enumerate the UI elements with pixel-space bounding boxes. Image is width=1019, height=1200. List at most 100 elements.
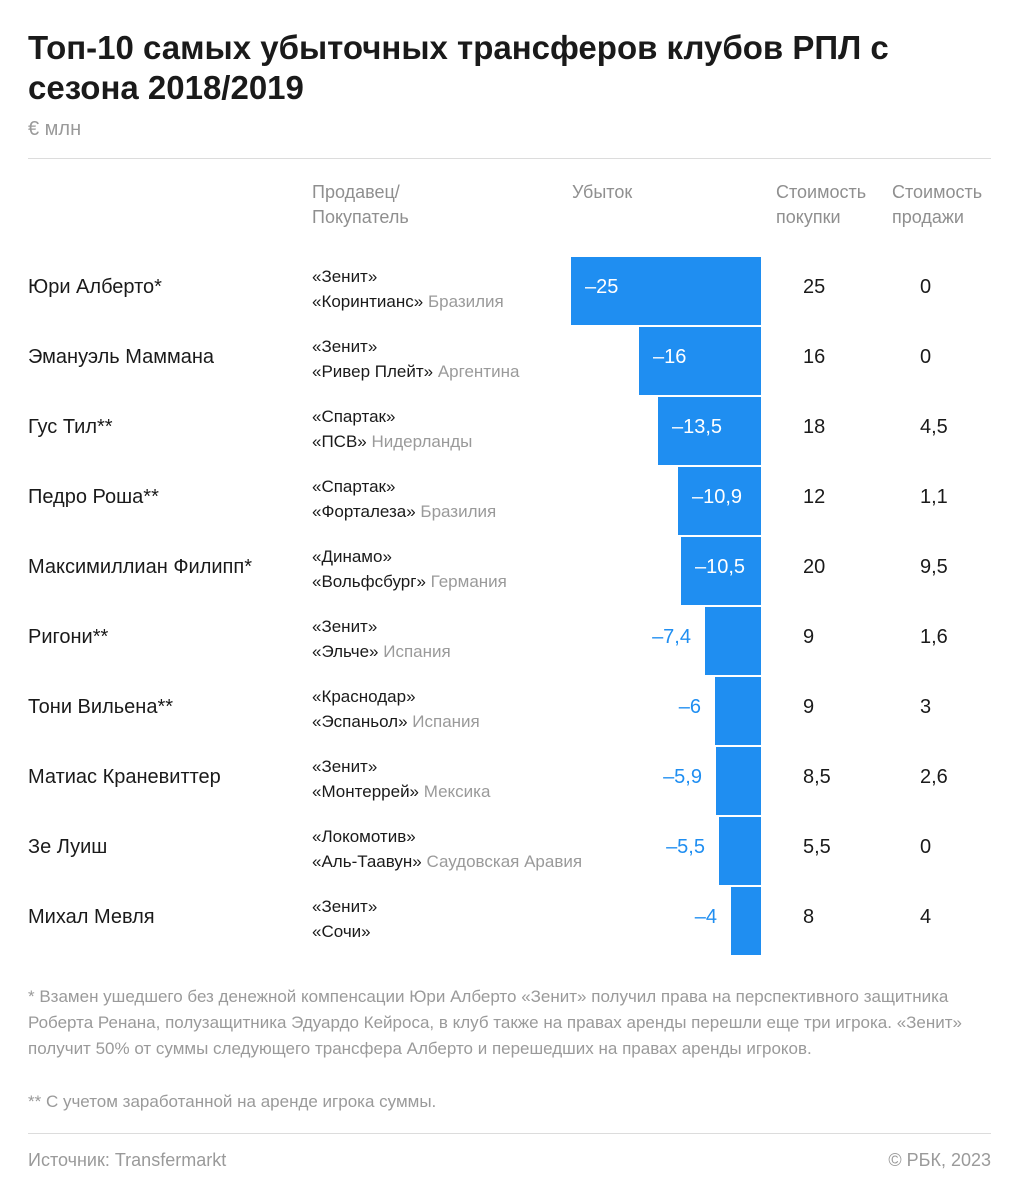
buyer-club: «Коринтианс» — [312, 292, 424, 311]
seller-club: «Зенит» — [312, 897, 378, 916]
table-row: Зе Луиш «Локомотив» «Аль-Таавун» Саудовска… — [0, 816, 1019, 886]
clubs-cell: «Локомотив» «Аль-Таавун» Саудовская Арави… — [312, 824, 582, 874]
header-buy-price: Стоимость покупки — [776, 180, 866, 230]
buyer-club: «Форталеза» — [312, 502, 416, 521]
table-row: Педро Роша** «Спартак» «Форталеза» Бразили… — [0, 466, 1019, 536]
loss-value-label: –10,5 — [695, 556, 746, 578]
table-row: Гус Тил** «Спартак» «ПСВ» Нидерланды –13,5 1… — [0, 396, 1019, 466]
sell-price: 4,5 — [920, 416, 948, 438]
table-row: Михал Мевля «Зенит» «Сочи» –4 8 4 — [0, 886, 1019, 956]
sell-price: 9,5 — [920, 556, 948, 578]
sell-price: 1,6 — [920, 626, 948, 648]
sell-price: 0 — [920, 276, 932, 298]
buy-price: 20 — [803, 556, 826, 578]
seller-club: «Зенит» — [312, 337, 378, 356]
seller-club: «Локомотив» — [312, 827, 416, 846]
loss-value-label: –10,9 — [692, 486, 743, 508]
buyer-club: «Эльче» — [312, 642, 379, 661]
loss-bar — [681, 537, 761, 605]
loss-bar — [678, 467, 761, 535]
header-sell-line1: Стоимость — [892, 182, 983, 202]
table-row: Максимиллиан Филипп* «Динамо» «Вольфсбург»… — [0, 536, 1019, 606]
player-name: Гус Тил** — [28, 416, 113, 438]
seller-club: «Зенит» — [312, 617, 378, 636]
buyer-country: Саудовская Аравия — [426, 852, 583, 871]
buy-price: 25 — [803, 276, 826, 298]
player-name: Педро Роша** — [28, 486, 159, 508]
buy-price: 9 — [803, 696, 815, 718]
player-name: Зе Луиш — [28, 836, 108, 858]
table-row: Ригони** «Зенит» «Эльче» Испания –7,4 9 1,6 — [0, 606, 1019, 676]
loss-bar — [716, 747, 761, 815]
unit-label: € млн — [28, 118, 82, 140]
header-sell-price: Стоимость продажи — [892, 180, 982, 230]
loss-bar — [715, 677, 761, 745]
player-name: Эмануэль Маммана — [28, 346, 215, 368]
header-seller-buyer-line1: Продавец/ — [312, 182, 400, 202]
player-name: Юри Алберто* — [28, 276, 162, 298]
buy-price: 9 — [803, 626, 815, 648]
buyer-country: Испания — [412, 712, 480, 731]
buy-price: 16 — [803, 346, 826, 368]
clubs-cell: «Зенит» «Сочи» — [312, 894, 377, 944]
loss-bar — [731, 887, 761, 955]
clubs-cell: «Краснодар» «Эспаньол» Испания — [312, 684, 480, 734]
loss-value-label: –25 — [585, 276, 619, 298]
seller-club: «Спартак» — [312, 477, 396, 496]
clubs-cell: «Зенит» «Ривер Плейт» Аргентина — [312, 334, 519, 384]
sell-price: 2,6 — [920, 766, 948, 788]
table-row: Эмануэль Маммана «Зенит» «Ривер Плейт» Арг… — [0, 326, 1019, 396]
top-divider — [28, 158, 991, 159]
clubs-cell: «Динамо» «Вольфсбург» Германия — [312, 544, 507, 594]
copyright-text: © РБК, 2023 — [888, 1150, 991, 1170]
seller-club: «Краснодар» — [312, 687, 416, 706]
player-name: Матиас Краневиттер — [28, 766, 221, 788]
footnote-double-star: ** С учетом заработанной на аренде игрок… — [28, 1092, 437, 1111]
player-name: Тони Вильена** — [28, 696, 174, 718]
clubs-cell: «Зенит» «Монтеррей» Мексика — [312, 754, 490, 804]
table-row: Матиас Краневиттер «Зенит» «Монтеррей» Мек… — [0, 746, 1019, 816]
buyer-club: «ПСВ» — [312, 432, 367, 451]
source-text: Источник: Transfermarkt — [28, 1150, 227, 1170]
buyer-club: «Ривер Плейт» — [312, 362, 434, 381]
seller-club: «Зенит» — [312, 267, 378, 286]
loss-value-label: –5,5 — [666, 836, 705, 858]
player-name: Михал Мевля — [28, 906, 155, 928]
buyer-country: Германия — [430, 572, 507, 591]
bottom-divider — [28, 1133, 991, 1134]
loss-bar — [571, 257, 761, 325]
clubs-cell: «Зенит» «Коринтианс» Бразилия — [312, 264, 504, 314]
header-buy-line2: покупки — [776, 207, 841, 227]
buyer-country: Нидерланды — [371, 432, 473, 451]
buyer-country: Испания — [383, 642, 451, 661]
sell-price: 0 — [920, 836, 932, 858]
loss-value-label: –5,9 — [663, 766, 702, 788]
sell-price: 3 — [920, 696, 932, 718]
seller-club: «Зенит» — [312, 757, 378, 776]
seller-club: «Динамо» — [312, 547, 392, 566]
loss-value-label: –16 — [653, 346, 687, 368]
header-seller-buyer: Продавец/ Покупатель — [312, 180, 409, 230]
clubs-cell: «Спартак» «Форталеза» Бразилия — [312, 474, 496, 524]
table-row: Тони Вильена** «Краснодар» «Эспаньол» Испа… — [0, 676, 1019, 746]
sell-price: 4 — [920, 906, 932, 928]
buy-price: 5,5 — [803, 836, 831, 858]
buyer-country: Аргентина — [437, 362, 520, 381]
buyer-club: «Сочи» — [312, 922, 371, 941]
footnote-single-star: * Взамен ушедшего без денежной компенсац… — [28, 987, 962, 1058]
sell-price: 0 — [920, 346, 932, 368]
clubs-cell: «Зенит» «Эльче» Испания — [312, 614, 451, 664]
buyer-club: «Эспаньол» — [312, 712, 408, 731]
loss-bar — [639, 327, 761, 395]
loss-bar — [658, 397, 761, 465]
player-name: Максимиллиан Филипп* — [28, 556, 252, 578]
chart-title: Топ-10 самых убыточных трансферов клубов… — [28, 29, 889, 106]
header-sell-line2: продажи — [892, 207, 964, 227]
loss-value-label: –7,4 — [652, 626, 691, 648]
buyer-club: «Монтеррей» — [312, 782, 420, 801]
header-seller-buyer-line2: Покупатель — [312, 207, 409, 227]
buyer-country: Бразилия — [420, 502, 497, 521]
header-buy-line1: Стоимость — [776, 182, 867, 202]
loss-bar — [719, 817, 761, 885]
buyer-club: «Вольфсбург» — [312, 572, 426, 591]
